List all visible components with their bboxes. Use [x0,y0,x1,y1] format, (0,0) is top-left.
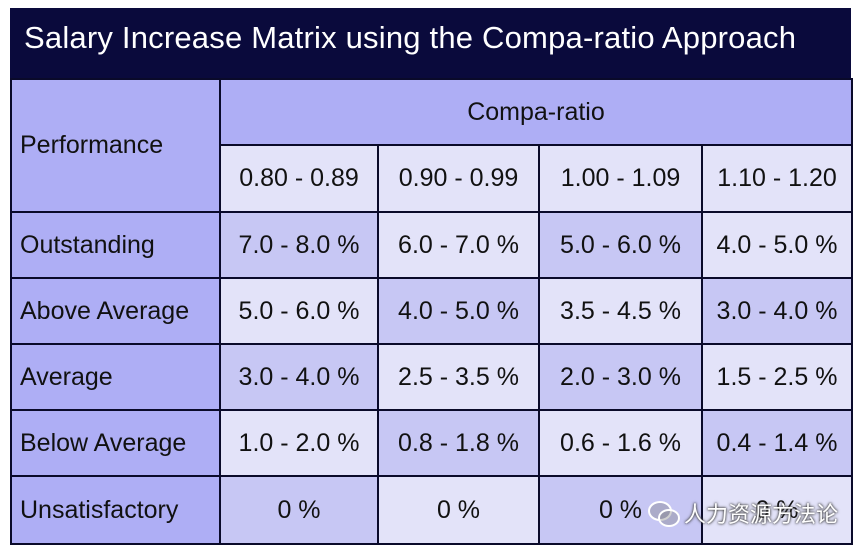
watermark-text: 人力资源方法论 [684,503,839,528]
table-cell: 1.0 - 2.0 % [219,409,379,477]
table-cell: 2.0 - 3.0 % [538,343,703,411]
title-bar: Salary Increase Matrix using the Compa-r… [10,8,851,78]
salary-matrix-table: Performance Compa-ratio 0.80 - 0.89 0.90… [10,78,853,545]
wechat-icon [646,499,680,527]
range-header: 0.80 - 0.89 [219,144,379,213]
table-row: Average 3.0 - 4.0 % 2.5 - 3.5 % 2.0 - 3.… [10,343,853,411]
table-row: Below Average 1.0 - 2.0 % 0.8 - 1.8 % 0.… [10,409,853,477]
watermark: 人力资源方法论 [646,497,838,529]
table-cell: 0.6 - 1.6 % [538,409,703,477]
header-row-ranges: 0.80 - 0.89 0.90 - 0.99 1.00 - 1.09 1.10… [11,144,853,213]
table-cell: 1.5 - 2.5 % [701,343,853,411]
range-header: 1.10 - 1.20 [701,144,853,213]
range-header: 0.90 - 0.99 [377,144,540,213]
table-row: Unsatisfactory 0 % 0 % 0 % 0 % [10,475,853,545]
table-row: Above Average 5.0 - 6.0 % 4.0 - 5.0 % 3.… [10,277,853,345]
table-cell: 5.0 - 6.0 % [538,211,703,279]
table-cell: 3.0 - 4.0 % [701,277,853,345]
table-cell: 4.0 - 5.0 % [377,277,540,345]
compa-ratio-header: Compa-ratio [219,78,853,146]
table-cell: 0 % [701,475,853,545]
table-cell: 2.5 - 3.5 % [377,343,540,411]
table-cell: 3.0 - 4.0 % [219,343,379,411]
performance-header: Performance [10,78,221,213]
row-label: Below Average [10,409,221,477]
range-header: 1.00 - 1.09 [538,144,703,213]
table-cell: 3.5 - 4.5 % [538,277,703,345]
row-label: Average [10,343,221,411]
row-label: Outstanding [10,211,221,279]
header-row-group: Performance Compa-ratio [10,78,853,213]
table-cell: 0 % [377,475,540,545]
row-label: Unsatisfactory [10,475,221,545]
table-cell: 4.0 - 5.0 % [701,211,853,279]
table-cell: 0 % [219,475,379,545]
page-title: Salary Increase Matrix using the Compa-r… [24,20,797,55]
table-cell: 7.0 - 8.0 % [219,211,379,279]
table-cell: 0.4 - 1.4 % [701,409,853,477]
table-cell: 6.0 - 7.0 % [377,211,540,279]
row-label: Above Average [10,277,221,345]
table-cell: 5.0 - 6.0 % [219,277,379,345]
table-row: Outstanding 7.0 - 8.0 % 6.0 - 7.0 % 5.0 … [10,211,853,279]
table-cell: 0.8 - 1.8 % [377,409,540,477]
